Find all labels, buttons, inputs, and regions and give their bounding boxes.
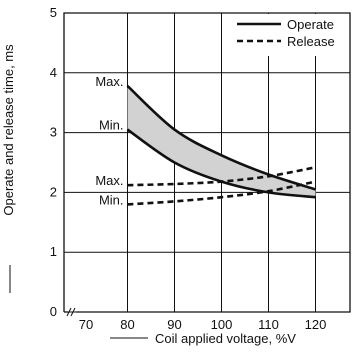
y-tick-label: 3 (50, 125, 57, 140)
y-axis-label: Operate and release time, ms (1, 44, 16, 216)
y-tick-label: 2 (50, 184, 57, 199)
x-tick-label: 110 (258, 317, 279, 332)
min-max-annotations: Max. Min. Max. Min. (88, 74, 124, 207)
legend-label: Operate (287, 17, 334, 32)
annotation-bg (88, 193, 124, 207)
series-lines (126, 85, 316, 206)
y-tick-label: 4 (50, 65, 57, 80)
y-tick-label: 1 (50, 244, 57, 259)
legend: Operate Release (232, 14, 349, 56)
annotation-bg (88, 118, 124, 132)
annotation-label: Min. (99, 118, 124, 133)
tick-labels: 70 80 90 100 110 120 0 1 2 3 4 5 (50, 5, 327, 332)
x-tick-label: 100 (211, 317, 233, 332)
y-tick-label: 0 (50, 304, 57, 319)
frame-border (63, 12, 351, 313)
series-line-operate-max (126, 85, 316, 191)
x-tick-label: 120 (305, 317, 327, 332)
x-tick-label: 80 (120, 317, 134, 332)
x-tick-label: 70 (79, 317, 93, 332)
plot-frame (63, 12, 351, 317)
legend-label: Release (287, 34, 335, 49)
annotation-label: Max. (95, 173, 123, 188)
y-tick-label: 5 (50, 5, 57, 20)
annotation-label: Min. (99, 192, 124, 207)
annotation-bg (88, 74, 124, 88)
annotation-label: Max. (95, 74, 123, 89)
legend-box (232, 14, 349, 56)
series-line-release-min (127, 180, 316, 206)
x-axis-label: Coil applied voltage, %V (155, 331, 296, 346)
annotation-bg (88, 174, 124, 188)
series-line-release-max (127, 166, 316, 187)
axis-break-mark (66, 307, 76, 317)
x-tick-label: 90 (167, 317, 181, 332)
